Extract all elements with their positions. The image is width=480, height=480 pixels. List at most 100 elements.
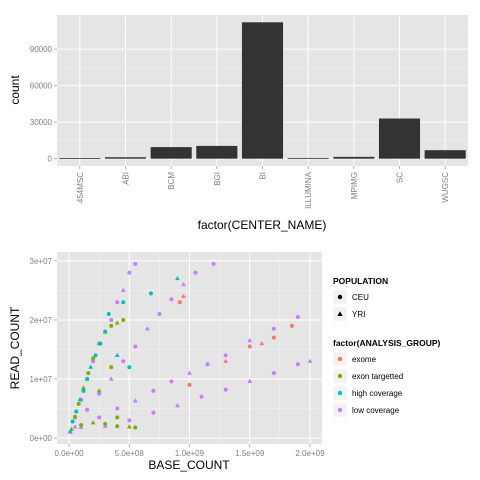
scatter-point (177, 300, 182, 305)
scatter-point (121, 300, 126, 305)
scatter-point (181, 281, 186, 287)
scatter-point (81, 388, 86, 393)
population-legend-title: POPULATION (333, 276, 388, 286)
bar (287, 157, 329, 159)
bar-chart-bars (59, 22, 466, 159)
bar-chart-y-tick-label: 30000 (30, 118, 53, 127)
bar (333, 156, 375, 159)
bar-chart-x-tick-label: BGI (213, 172, 222, 186)
scatter-point (72, 424, 78, 429)
scatter-chart-y-ticks: 0e+00 1e+07 2e+07 3e+07 (30, 257, 57, 443)
scatter-point (175, 275, 180, 281)
scatter-point (76, 401, 81, 406)
scatter-point (70, 419, 75, 424)
scatter-point (175, 403, 180, 408)
scatter-point (74, 409, 79, 414)
scatter-chart-points (67, 261, 313, 434)
scatter-chart-x-tick-label: 1.0e+09 (175, 449, 205, 458)
bar-chart-y-ticks: 0 30000 60000 90000 (30, 45, 57, 164)
scatter-point (187, 382, 192, 387)
bar-chart-x-axis-title: factor(CENTER_NAME) (198, 218, 327, 232)
legend-label: YRI (352, 310, 365, 319)
scatter-point (90, 420, 96, 425)
legend-circle-key (337, 294, 343, 300)
scatter-point (307, 358, 313, 363)
scatter-chart-x-tick-label: 2.0e+09 (295, 449, 325, 458)
scatter-point (271, 326, 276, 331)
scatter-chart-y-tick-label: 3e+07 (30, 257, 53, 266)
bar (378, 118, 421, 159)
bar-chart-x-tick-label: SC (396, 172, 405, 183)
scatter-point (151, 388, 156, 393)
scatter-point (295, 314, 300, 319)
scatter-point (115, 406, 120, 411)
legend-color-key (337, 373, 343, 379)
scatter-point (187, 370, 192, 375)
bar-chart-x-tick-label: 454MSC (76, 172, 85, 203)
scatter-point (148, 291, 153, 296)
scatter-point (98, 341, 103, 346)
scatter-chart-x-ticks: 0.0e+00 5.0e+08 1.0e+09 1.5e+09 2.0e+09 (54, 444, 325, 458)
scatter-chart-y-tick-label: 0e+00 (30, 434, 53, 443)
bar (196, 145, 238, 159)
analysis-group-legend-keys: exome exon targetted high coverage low cove… (332, 351, 403, 418)
legend-label: low coverage (352, 406, 400, 415)
scatter-point (96, 388, 102, 393)
bar-chart-y-tick-label: 60000 (30, 82, 53, 91)
scatter-point (169, 379, 174, 384)
scatter-point (133, 261, 138, 266)
bar (59, 158, 101, 159)
scatter-chart-x-tick-label: 1.5e+09 (235, 449, 265, 458)
scatter-point (133, 425, 138, 430)
scatter-point (121, 359, 126, 364)
scatter-chart-y-axis-title: READ_COUNT (8, 306, 22, 389)
bar-chart-x-tick-label: ABI (122, 172, 131, 185)
population-legend-keys: CEU YRI (332, 289, 369, 322)
bar-chart-x-tick-label: WUGSC (441, 172, 450, 203)
bar (150, 147, 192, 159)
scatter-point (223, 358, 229, 363)
scatter-point (247, 344, 252, 349)
bar (104, 157, 147, 159)
scatter-chart-y-tick-label: 1e+07 (30, 375, 53, 384)
scatter-point (199, 394, 204, 399)
scatter-point (223, 353, 228, 358)
scatter-point (271, 371, 276, 376)
bar-chart: 0 30000 60000 90000 454MSC ABI BCM BGI BI ILLUMI… (8, 15, 468, 232)
scatter-point (109, 323, 114, 328)
scatter-point (93, 353, 98, 358)
scatter-point (67, 428, 73, 433)
scatter-chart-y-tick-label: 2e+07 (30, 316, 53, 325)
scatter-point (109, 365, 114, 370)
scatter-point (114, 352, 120, 357)
scatter-point (81, 385, 86, 390)
legend-color-key (337, 390, 343, 396)
scatter-point (115, 415, 120, 420)
legend-triangle-key (337, 311, 343, 316)
scatter-point (121, 317, 126, 322)
scatter-point (211, 261, 216, 266)
scatter-point (120, 287, 126, 292)
scatter-point (295, 362, 300, 367)
scatter-point (77, 397, 83, 402)
scatter-point (126, 424, 132, 429)
bar-chart-y-tick-label: 0 (48, 155, 53, 164)
scatter-point (132, 398, 138, 403)
scatter-point (181, 293, 186, 298)
scatter-point (103, 421, 108, 426)
scatter-point (169, 297, 174, 302)
scatter-point (73, 414, 78, 419)
scatter-point (114, 320, 120, 325)
scatter-point (106, 312, 111, 317)
scatter-point (91, 359, 96, 364)
scatter-point (247, 338, 253, 343)
scatter-point (97, 391, 102, 396)
bar-chart-x-tick-label: BI (259, 172, 268, 180)
scatter-point (86, 371, 91, 376)
scatter-point (133, 344, 138, 349)
bar-chart-x-ticks: 454MSC ABI BCM BGI BI ILLUMINA MPIMG SC WUGSC (76, 166, 450, 209)
legend-color-key (337, 356, 343, 362)
scatter-point (88, 364, 94, 369)
scatter-legend: POPULATION CEU YRI factor(ANALYSIS_GROUP)… (332, 276, 441, 418)
legend-label: high coverage (352, 389, 403, 398)
